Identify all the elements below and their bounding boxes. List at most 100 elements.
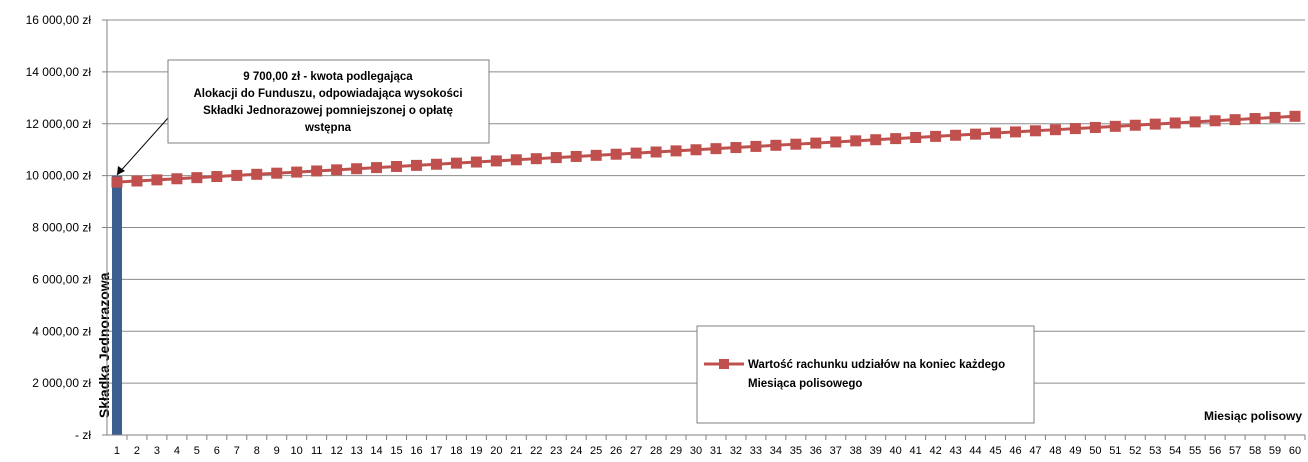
x-tick-label: 10 [291,445,303,457]
data-point [630,147,642,159]
x-tick-label: 33 [750,445,762,457]
x-tick-label: 23 [550,445,562,457]
data-point [950,129,962,141]
bar-label: Składka Jednorazowa [96,272,112,418]
x-tick-label: 27 [630,445,642,457]
data-point [1109,120,1121,132]
x-tick-label: 39 [870,445,882,457]
data-point [650,146,662,158]
legend-series-label-line-1: Wartość rachunku udziałów na koniec każd… [748,359,1005,371]
annotation-line-3: Składki Jednorazowej pomniejszonej o opł… [203,105,453,117]
annotation-leader-line [116,117,169,176]
data-point [311,165,323,177]
data-point [351,163,363,175]
x-tick-label: 36 [810,445,822,457]
x-tick-label: 29 [670,445,682,457]
axes [106,20,1305,436]
x-tick-label: 30 [690,445,702,457]
x-tick-label: 54 [1169,445,1181,457]
data-point [850,135,862,147]
data-point [590,149,602,161]
bar-skladka-jednorazowa [111,175,122,435]
data-point [830,136,842,148]
x-tick-label: 31 [710,445,722,457]
x-tick-label: 21 [510,445,522,457]
data-point [291,166,303,178]
data-point [211,171,223,183]
data-point [1029,125,1041,137]
data-point [1169,117,1181,129]
x-tick-label: 35 [790,445,802,457]
data-point [1269,111,1281,123]
data-point [1089,121,1101,133]
data-point [550,152,562,164]
annotation-arrowhead [117,166,125,175]
x-tick-label: 38 [850,445,862,457]
x-tick-label: 3 [154,445,160,457]
data-point [450,157,462,169]
data-point [1249,113,1261,125]
x-tick-label: 2 [134,445,140,457]
x-tick-label: 17 [430,445,442,457]
x-tick-label: 20 [490,445,502,457]
x-tick-label: 18 [450,445,462,457]
annotation-line-1: 9 700,00 zł - kwota podlegająca [243,71,413,83]
data-point [1209,115,1221,127]
x-tick-label: 32 [730,445,742,457]
data-point [331,164,343,176]
data-point [890,133,902,145]
annotation-box [167,59,490,144]
data-point [251,168,263,180]
x-tick-label: 24 [570,445,582,457]
data-point [670,145,682,157]
data-point [750,140,762,152]
x-tick-label: 44 [969,445,981,457]
x-tick-label: 56 [1209,445,1221,457]
series-layer [111,110,1301,188]
x-tick-label: 12 [330,445,342,457]
y-tick-label: 14 000,00 zł [26,65,92,79]
data-point [1289,110,1301,122]
x-tick-label: 47 [1029,445,1041,457]
annotation-callout: 9 700,00 zł - kwota podlegająca Alokacji… [116,59,490,176]
y-tick-label: 16 000,00 zł [26,13,92,27]
x-tick-label: 43 [949,445,961,457]
x-tick-label: 28 [650,445,662,457]
x-tick-label: 49 [1069,445,1081,457]
data-point [610,148,622,160]
x-tick-label: 9 [274,445,280,457]
x-tick-label: 53 [1149,445,1161,457]
data-point [1069,123,1081,135]
x-tick-label: 11 [311,445,322,457]
bar-layer: Składka Jednorazowa [96,175,122,435]
annotation-line-4: wstępna [304,122,352,134]
x-tick-label: 57 [1229,445,1241,457]
data-point [770,139,782,151]
data-point [730,142,742,154]
x-tick-label: 60 [1289,445,1301,457]
data-point [131,175,143,187]
data-point [111,176,123,188]
x-tick-label: 58 [1249,445,1261,457]
data-point [1049,124,1061,136]
data-point [790,138,802,150]
data-point [430,158,442,170]
data-point [690,144,702,156]
data-point [391,160,403,172]
x-tick-label: 15 [390,445,402,457]
data-point [870,134,882,146]
legend: Wartość rachunku udziałów na koniec każd… [696,325,1035,424]
data-point [1189,116,1201,128]
legend-marker-swatch [719,359,729,369]
x-tick-label: 55 [1189,445,1201,457]
x-tick-label: 8 [254,445,260,457]
x-tick-label: 37 [830,445,842,457]
x-axis-tick-labels: 1 2 3 4 5 6 7 8 9 10 11 12 13 14 15 16 17 18 19 20 21 22 23 24 2… [114,435,1306,457]
data-point [1229,114,1241,126]
x-tick-label: 1 [114,445,120,457]
data-point [490,155,502,167]
data-point [151,174,163,186]
data-point [171,173,183,185]
data-point [530,153,542,165]
x-tick-label: 4 [174,445,180,457]
